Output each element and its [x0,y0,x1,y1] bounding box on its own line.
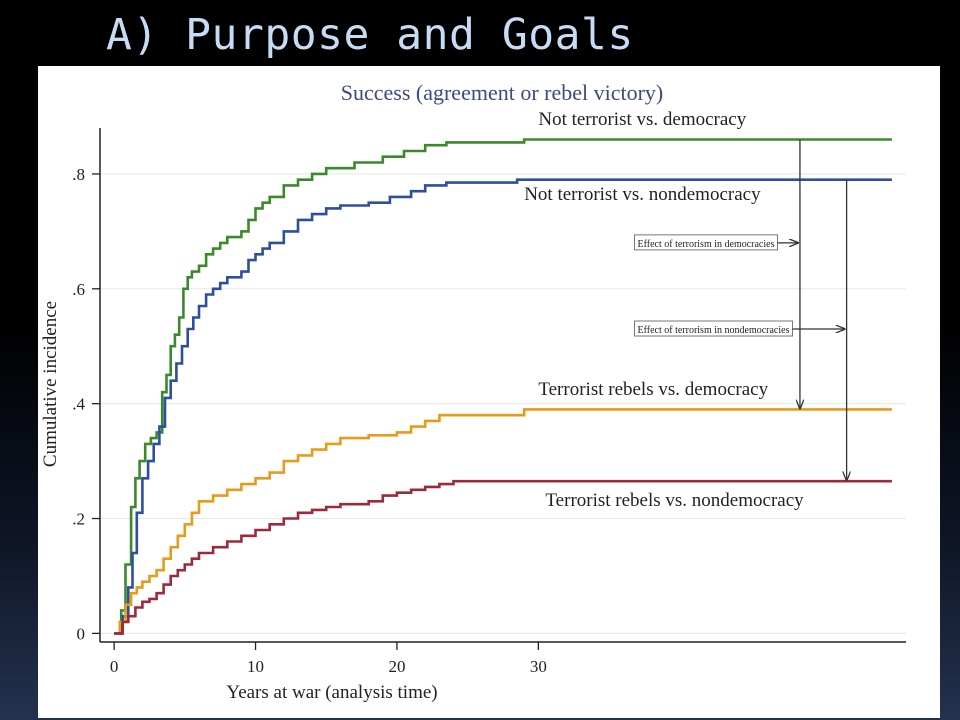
series-label-3: Terrorist rebels vs. democracy [538,379,768,400]
y-axis-label: Cumulative incidence [40,301,61,467]
y-tick-label: 0 [77,624,86,643]
slide-title: A) Purpose and Goals [106,10,634,60]
y-axis-ticks: 0 .2 .4 .6 .8 [72,165,100,643]
series-line-2 [114,178,892,635]
y-tick-label: .2 [72,510,85,529]
x-tick-label: 0 [110,657,119,676]
effect-label-2: Effect of terrorism in nondemocracies [638,325,790,336]
series-label-1: Not terrorist vs. democracy [538,109,746,130]
x-tick-label: 10 [247,657,264,676]
x-axis-label: Years at war (analysis time) [226,682,437,703]
cumulative-incidence-chart: Success (agreement or rebel victory) 0 .2… [40,80,906,703]
chart-panel: Success (agreement or rebel victory) 0 .2… [38,66,940,718]
series-line-1 [114,138,892,635]
y-tick-label: .4 [72,395,85,414]
series-line-3 [114,408,892,635]
series-label-4: Terrorist rebels vs. nondemocracy [545,490,804,511]
y-tick-label: .6 [72,280,85,299]
x-tick-label: 30 [530,657,547,676]
series-labels: Not terrorist vs. democracy Not terrorist… [524,109,804,511]
effect-arrows: Effect of terrorism in democracies Effect… [634,139,847,480]
x-tick-label: 20 [388,657,405,676]
gridlines [100,173,906,634]
chart-title: Success (agreement or rebel victory) [341,80,664,105]
y-tick-label: .8 [72,165,85,184]
x-axis-ticks: 0 10 20 30 [110,642,547,676]
series-line-4 [114,479,892,635]
effect-label-1: Effect of terrorism in democracies [638,239,775,250]
series-lines [114,138,892,635]
series-label-2: Not terrorist vs. nondemocracy [524,184,761,205]
